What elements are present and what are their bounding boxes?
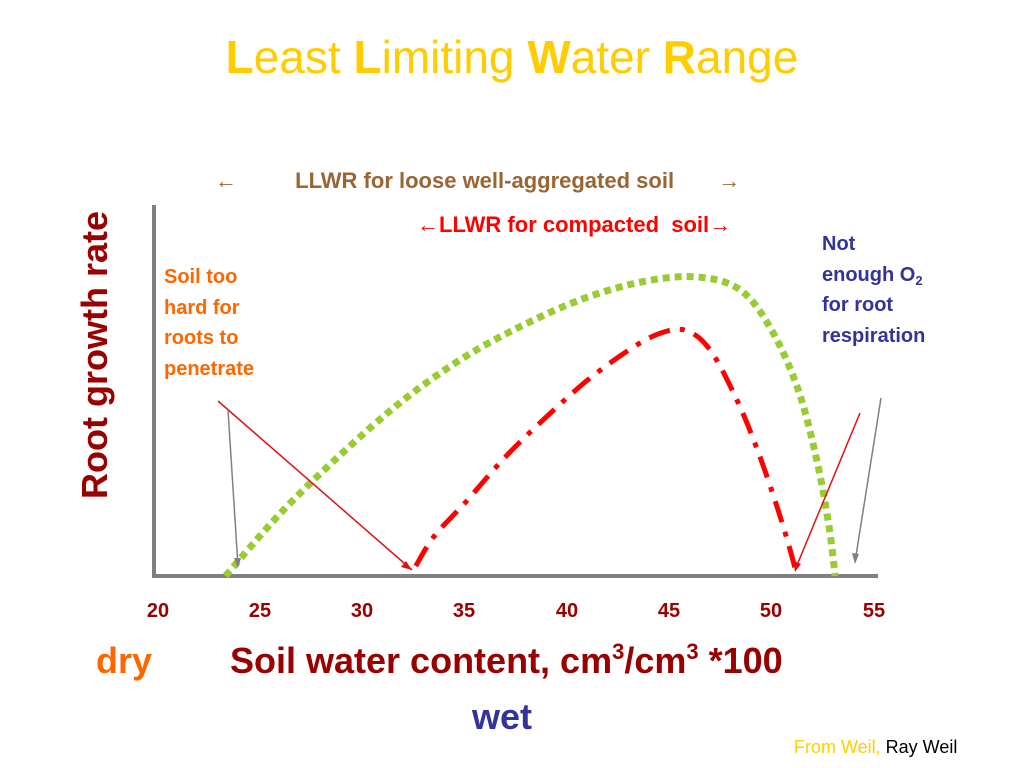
llwr-loose-text: LLWR for loose well-aggregated soil xyxy=(295,168,675,193)
source-credit: From Weil, Ray Weil xyxy=(794,737,958,757)
llwr-loose-label: ← LLWR for loose well-aggregated soil → xyxy=(215,168,740,194)
pointer-line-o2-compacted xyxy=(794,412,861,571)
x-tick-label: 45 xyxy=(657,600,681,622)
x-tick-label: 20 xyxy=(146,600,170,622)
series-compacted-soil-curve xyxy=(413,326,799,574)
pointer-line-hard-loose xyxy=(227,409,239,567)
pointer-arrowhead-o2-loose xyxy=(852,553,859,564)
annotation-no-oxygen: Not enough O2 for root respiration xyxy=(822,233,926,347)
arrow-left-icon: ← xyxy=(417,212,439,237)
llwr-compacted-label: ←LLWR for compacted soil→ xyxy=(417,212,731,238)
annotation-too-hard: Soil too hard for roots to penetrate xyxy=(164,266,255,380)
arrow-right-icon: → xyxy=(709,212,732,237)
arrow-left-icon: ← xyxy=(215,168,237,193)
x-tick-label: 25 xyxy=(248,600,272,622)
x-tick-label: 30 xyxy=(350,600,374,622)
pointer-arrowhead-hard-loose xyxy=(234,558,241,568)
x-tick-label: 50 xyxy=(759,600,783,622)
page-title: Least Limiting Water Range xyxy=(225,31,799,83)
x-tick-label: 35 xyxy=(452,600,476,622)
x-tick-label: 55 xyxy=(862,600,886,622)
llwr-compacted-text: LLWR for compacted soil xyxy=(439,212,710,237)
x-tick-label: 40 xyxy=(555,600,579,622)
chart-series-group xyxy=(222,273,839,579)
pointer-line-hard-compacted xyxy=(217,400,413,571)
arrow-right-icon: → xyxy=(718,168,741,193)
wet-label: wet xyxy=(472,696,533,737)
dry-label: dry xyxy=(96,640,153,681)
pointer-arrowhead-o2-compacted xyxy=(794,561,801,572)
series-loose-soil-curve xyxy=(222,273,839,579)
pointer-arrowhead-hard-compacted xyxy=(401,561,412,570)
pointer-line-o2-loose xyxy=(854,397,882,563)
x-axis-label: Soil water content, cm3/cm3 *100 xyxy=(230,639,783,681)
